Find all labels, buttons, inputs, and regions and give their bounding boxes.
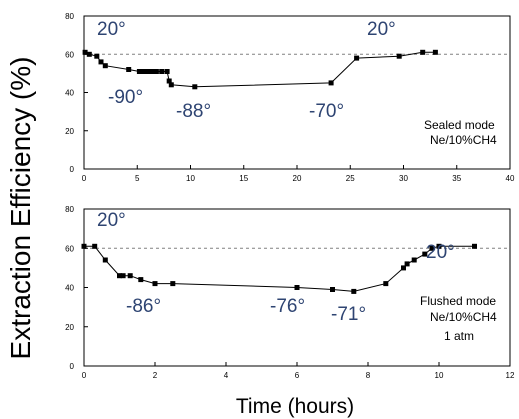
y-axis-label: Extraction Efficiency (%) — [5, 57, 36, 360]
top-x-tick-label: 0 — [82, 174, 87, 183]
top-data-point — [136, 69, 142, 74]
top-ticks: 0 5 10 15 20 25 30 35 40 0 20 40 60 80 — [65, 12, 515, 183]
top-y-tick-label: 20 — [65, 127, 74, 136]
bottom-data-point — [102, 257, 108, 263]
bottom-data-point — [411, 257, 417, 263]
bottom-data-point — [422, 251, 428, 257]
bottom-data-point — [81, 243, 87, 249]
top-data-point — [102, 63, 108, 69]
bottom-y-tick-label: 0 — [70, 362, 75, 371]
bottom-annotation-minus-76: -76° — [270, 296, 305, 317]
bottom-data-point — [138, 277, 144, 283]
top-annotation-minus-88: -88° — [176, 101, 211, 122]
bottom-data-point — [92, 243, 98, 249]
bottom-data-point — [117, 273, 122, 279]
top-x-tick-label: 5 — [135, 174, 140, 183]
bottom-annotation-minus-71: -71° — [331, 304, 366, 325]
bottom-x-tick-label: 0 — [82, 371, 87, 380]
top-data-point — [354, 55, 360, 61]
bottom-data-point — [170, 281, 176, 287]
bottom-data-point — [351, 288, 357, 294]
bottom-legend-line-1: Flushed mode — [420, 294, 496, 308]
top-data-point — [192, 84, 198, 90]
bottom-data-point — [404, 261, 410, 267]
top-y-tick-label: 80 — [65, 12, 74, 21]
bottom-y-tick-label: 40 — [65, 284, 74, 293]
bottom-data-point — [436, 243, 442, 249]
bottom-legend-line-2: Ne/10%CH4 — [430, 310, 497, 324]
bottom-x-tick-label: 6 — [295, 371, 300, 380]
bottom-legend-line-3: 1 atm — [444, 329, 474, 343]
bottom-y-tick-label: 20 — [65, 323, 74, 332]
top-y-tick-label: 60 — [65, 50, 74, 59]
top-data-point — [420, 49, 426, 55]
top-data-point — [86, 51, 92, 57]
bottom-panel: 0 2 4 6 8 10 12 0 20 40 60 80 20° -86° -76° -71° 20… — [65, 205, 515, 380]
top-y-tick-label: 40 — [65, 89, 74, 98]
top-x-tick-label: 10 — [186, 174, 195, 183]
bottom-data-point — [127, 273, 133, 279]
top-legend-line-2: Ne/10%CH4 — [430, 133, 497, 147]
top-data-point — [126, 67, 132, 72]
bottom-x-tick-label: 4 — [224, 371, 229, 380]
top-legend-line-1: Sealed mode — [424, 118, 495, 132]
bottom-data-point — [330, 287, 335, 292]
top-data-point — [328, 80, 334, 86]
top-data-point — [146, 69, 152, 74]
bottom-y-tick-label: 60 — [65, 244, 74, 253]
top-data-point — [396, 53, 402, 59]
bottom-x-tick-label: 12 — [506, 371, 515, 380]
top-data-point — [149, 69, 155, 74]
bottom-data-point — [294, 285, 300, 290]
top-data-point — [168, 82, 174, 88]
bottom-x-tick-label: 2 — [153, 371, 158, 380]
bottom-data-point — [383, 281, 389, 287]
bottom-data-point — [429, 245, 435, 251]
top-points — [82, 49, 438, 90]
top-data-point — [94, 53, 100, 59]
bottom-annotation-20-left: 20° — [97, 210, 126, 231]
bottom-series-line — [84, 245, 475, 292]
top-data-point — [140, 69, 146, 74]
top-data-point — [98, 59, 104, 65]
top-x-tick-label: 40 — [506, 174, 515, 183]
bottom-points — [81, 243, 477, 294]
top-data-point — [166, 78, 172, 84]
bottom-data-point — [120, 273, 126, 279]
top-y-tick-label: 0 — [70, 165, 75, 174]
top-x-tick-label: 35 — [452, 174, 461, 183]
bottom-y-tick-label: 80 — [65, 205, 74, 214]
top-annotation-minus-90: -90° — [108, 87, 143, 108]
top-data-point — [82, 49, 88, 55]
bottom-data-point — [401, 265, 406, 271]
bottom-annotation-minus-86: -86° — [126, 296, 161, 317]
bottom-data-point — [472, 243, 477, 249]
top-data-point — [159, 69, 165, 74]
x-axis-label: Time (hours) — [236, 395, 354, 418]
top-data-point — [153, 69, 159, 74]
top-data-point — [143, 69, 149, 74]
top-annotation-20-left: 20° — [97, 19, 126, 40]
bottom-x-tick-label: 8 — [366, 371, 371, 380]
bottom-ticks: 0 2 4 6 8 10 12 0 20 40 60 80 — [65, 205, 515, 380]
top-x-tick-label: 30 — [399, 174, 408, 183]
top-data-point — [432, 49, 438, 55]
bottom-x-tick-label: 10 — [435, 371, 444, 380]
top-x-tick-label: 20 — [293, 174, 302, 183]
top-annotation-minus-70: -70° — [309, 101, 344, 122]
top-x-tick-label: 15 — [239, 174, 248, 183]
top-data-point — [164, 69, 170, 74]
top-annotation-20-right: 20° — [367, 19, 396, 40]
top-x-tick-label: 25 — [346, 174, 355, 183]
bottom-annotation-20-right: 20° — [426, 242, 455, 263]
bottom-data-point — [152, 281, 158, 287]
